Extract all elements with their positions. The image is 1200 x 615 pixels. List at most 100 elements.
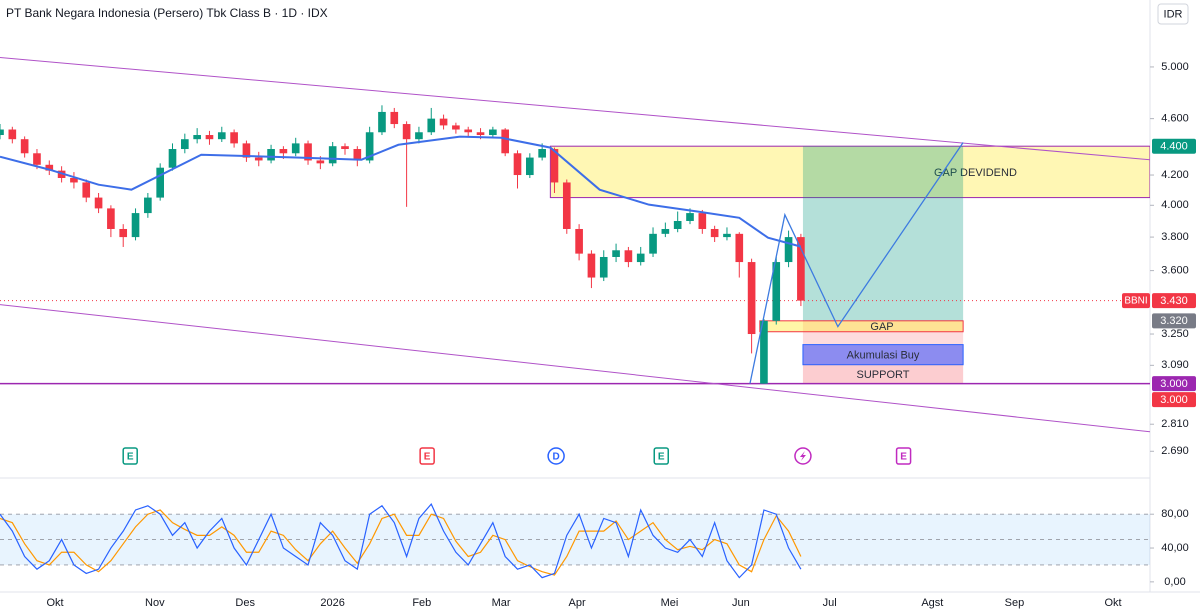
price-label-box — [1152, 376, 1196, 392]
candle-body — [710, 228, 719, 238]
currency-button[interactable] — [1157, 3, 1189, 25]
candle-body — [686, 213, 694, 221]
x-tick-label: Des — [235, 597, 255, 609]
candle-body — [747, 262, 756, 335]
candle-body — [612, 250, 620, 257]
event-label: E — [658, 452, 665, 463]
oscillator-pane — [0, 502, 1150, 579]
candle-body — [8, 129, 17, 140]
chart-title: PT Bank Negara Indonesia (Persero) Tbk C… — [6, 6, 328, 20]
candle-body — [304, 143, 312, 161]
candle-body — [230, 132, 238, 144]
event-label: D — [552, 452, 559, 463]
candle-body — [415, 132, 423, 140]
candle-body — [168, 149, 177, 168]
y-tick-label: 3.090 — [1161, 359, 1189, 371]
event-icon — [895, 447, 912, 465]
candle-body — [476, 132, 485, 136]
projection-path — [749, 142, 964, 384]
x-tick-label: Mar — [492, 597, 511, 609]
stoch-k-line — [0, 502, 802, 579]
candle-body — [550, 149, 559, 183]
candle-body — [242, 143, 251, 158]
x-tick-label: Agst — [921, 597, 943, 609]
candle-body — [181, 139, 189, 150]
candle-body — [489, 129, 497, 136]
event-glyph — [799, 451, 806, 461]
candle-body — [144, 197, 152, 214]
y-tick-label: 3.800 — [1161, 231, 1189, 243]
oscillator-tick-label: 40,00 — [1161, 542, 1189, 554]
candle-body — [599, 256, 608, 278]
zone — [759, 320, 964, 333]
symbol-tag: BBNI — [1124, 296, 1147, 307]
zone-label: Akumulasi Buy — [847, 350, 920, 362]
stoch-d-line — [0, 509, 802, 576]
candle-body — [587, 253, 596, 278]
price-label-box — [1152, 392, 1196, 408]
candle-body — [735, 233, 744, 263]
y-tick-label: 4.600 — [1161, 113, 1189, 125]
y-tick-label: 2.810 — [1161, 418, 1189, 430]
candle-body — [45, 164, 54, 171]
moving-average — [0, 135, 802, 248]
candle-body — [624, 250, 633, 263]
x-tick-label: Mei — [661, 597, 679, 609]
x-tick-label: 2026 — [320, 597, 344, 609]
candle-body — [193, 135, 201, 140]
event-label: E — [424, 452, 431, 463]
x-tick-label: Apr — [568, 597, 585, 609]
currency-label[interactable]: IDR — [1164, 8, 1183, 20]
candle-body — [538, 149, 546, 158]
candle-body — [661, 228, 670, 234]
candle-body — [427, 118, 436, 133]
price-label: 3.430 — [1160, 295, 1188, 307]
candle-body — [513, 153, 522, 176]
zone-label: SUPPORT — [857, 369, 910, 381]
y-tick-label: 2.690 — [1161, 445, 1189, 457]
candle-body — [267, 149, 275, 161]
price-pane: GAP DEVIDEND GAP Akumulasi Buy SUPPORT E E D E E — [0, 56, 1150, 465]
zone — [802, 344, 964, 366]
candle-body — [70, 177, 78, 183]
candle-body — [365, 132, 374, 161]
candle-body — [452, 125, 460, 130]
candle-body — [797, 237, 805, 301]
candle-body — [131, 213, 140, 238]
candle-body — [291, 143, 300, 154]
zone-label: GAP DEVIDEND — [934, 167, 1017, 179]
x-tick-label: Feb — [412, 597, 431, 609]
candle-body — [562, 182, 571, 229]
candle-body — [119, 228, 128, 238]
y-tick-label: 3.250 — [1161, 328, 1189, 340]
x-tick-label: Jun — [732, 597, 750, 609]
candle-body — [33, 153, 41, 165]
price-label-box — [1152, 138, 1196, 154]
candle-body — [526, 157, 534, 176]
y-tick-label: 3.600 — [1161, 265, 1189, 277]
event-label: E — [127, 452, 134, 463]
x-tick-label: Nov — [145, 597, 165, 609]
price-label-box — [1152, 293, 1196, 309]
price-label-box — [1152, 313, 1196, 329]
price-label: 3.000 — [1160, 378, 1188, 390]
candle-body — [698, 213, 707, 229]
candle-body — [94, 197, 103, 209]
candle-body — [107, 208, 115, 229]
x-tick-label: Sep — [1005, 597, 1025, 609]
zone-label: GAP — [870, 321, 893, 333]
symbol-tag-box — [1122, 293, 1150, 309]
candle-body — [673, 220, 682, 229]
x-tick-label: Okt — [46, 597, 63, 609]
candle-body — [439, 118, 448, 126]
candle-body — [501, 129, 509, 154]
candle-body — [82, 182, 91, 198]
zone — [802, 364, 964, 384]
candle-body — [575, 228, 583, 254]
event-icon — [653, 447, 669, 465]
candle-body — [723, 233, 731, 238]
trendline — [0, 304, 1150, 433]
candle-body — [772, 262, 781, 321]
